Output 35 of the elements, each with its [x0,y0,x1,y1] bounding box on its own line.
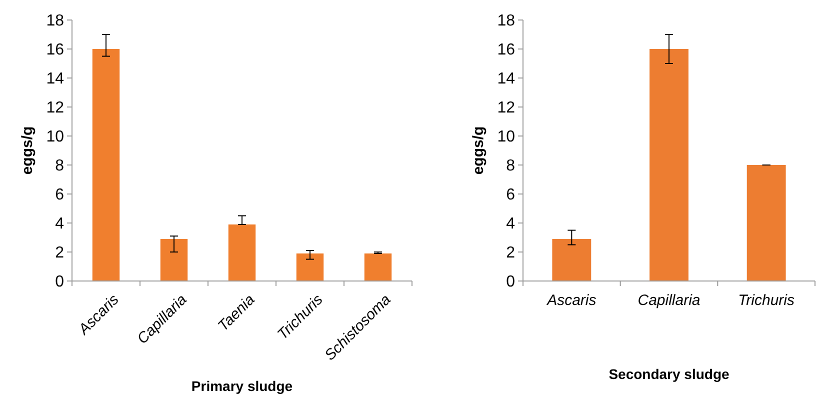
bar [228,224,256,281]
y-tick-label: 16 [46,42,64,59]
y-tick-label: 6 [506,186,516,204]
y-tick-label: 6 [55,186,64,204]
y-tick-label: 2 [506,244,516,262]
y-axis-title: eggs/g [19,126,36,175]
x-tick-label: Trichuris [738,292,796,309]
y-tick-label: 4 [506,216,516,233]
bar [92,49,120,281]
bar [746,165,786,281]
y-tick-label: 16 [497,42,516,59]
y-tick-label: 14 [46,70,64,88]
bar [296,253,324,281]
y-tick-label: 0 [55,274,64,291]
y-tick-label: 8 [55,158,64,175]
y-tick-label: 4 [55,216,64,233]
y-tick-label: 18 [46,12,64,30]
bar [552,238,592,281]
bar [160,238,188,281]
y-tick-label: 8 [506,158,516,175]
bar [650,49,688,281]
y-axis-title: eggs/g [470,126,487,175]
y-tick-label: 10 [497,128,516,146]
y-tick-label: 18 [497,12,516,30]
x-tick-label: Capillaria [638,292,700,309]
y-tick-label: 10 [46,128,64,146]
y-tick-label: 12 [497,100,516,117]
bar [364,253,392,281]
y-tick-label: 14 [497,70,516,88]
y-tick-label: 12 [46,100,64,117]
x-axis-title: Secondary sludge [608,366,730,382]
x-axis-title: Primary sludge [191,378,293,394]
y-tick-label: 2 [55,244,64,262]
y-tick-label: 0 [506,274,516,291]
x-tick-label: Ascaris [546,292,597,309]
